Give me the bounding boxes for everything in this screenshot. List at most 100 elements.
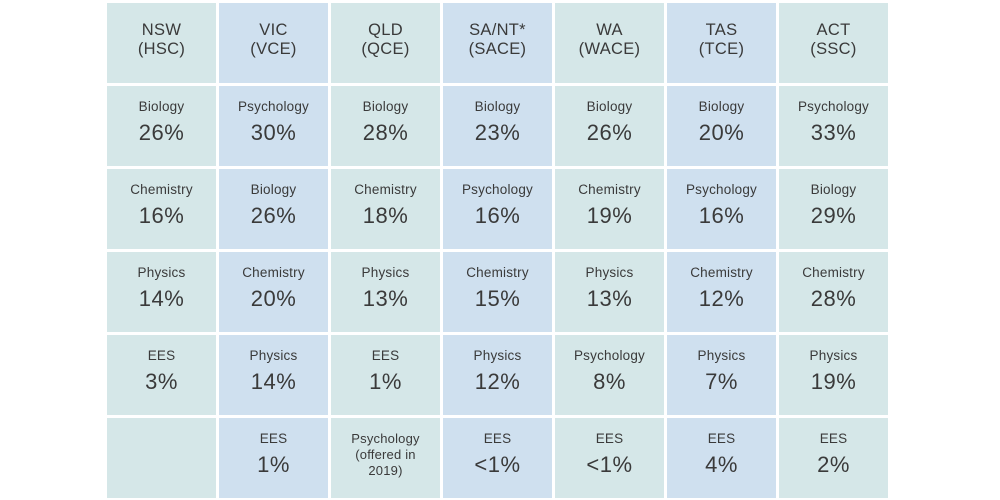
subject-label: EES [595,431,624,446]
table-cell: Biology 28% [331,86,440,166]
state-name: VIC [259,21,288,39]
subject-label: Chemistry [242,265,305,280]
state-name: QLD [368,21,403,39]
percentage-value: 20% [698,120,745,145]
percentage-value: 3% [145,369,178,394]
percentage-value: 1% [369,369,402,394]
subject-label: Psychology [461,182,534,197]
state-name: WA [596,21,623,39]
table-cell: Psychology 8% [555,335,664,415]
table-cell: Chemistry 12% [667,252,776,332]
state-name: ACT [816,21,851,39]
subject-label: Physics [361,265,410,280]
table-cell: Chemistry 28% [779,252,888,332]
table-cell: Biology 29% [779,169,888,249]
percentage-value: 19% [586,203,633,228]
subject-label: Biology [138,99,185,114]
table-cell: EES <1% [443,418,552,498]
enrolment-table: NSW (HSC) VIC (VCE) QLD (QCE) SA/NT* (SACE) WA (W… [107,3,888,499]
percentage-value: <1% [586,452,633,477]
table-cell: Physics 12% [443,335,552,415]
state-name: SA/NT* [469,21,526,39]
percentage-value: 1% [257,452,290,477]
subject-label: Chemistry [802,265,865,280]
table-cell: Biology 26% [219,169,328,249]
percentage-value: 19% [810,369,857,394]
percentage-value: 28% [362,120,409,145]
table-cell: EES 4% [667,418,776,498]
subject-label: Chemistry [130,182,193,197]
percentage-value: 13% [362,286,409,311]
subject-label: Physics [473,348,522,363]
table-cell: EES 2% [779,418,888,498]
table-cell: Physics 14% [107,252,216,332]
table-cell: Chemistry 18% [331,169,440,249]
percentage-value: 20% [250,286,297,311]
certificate-name: (SSC) [810,40,857,58]
table-cell: Physics 13% [331,252,440,332]
subject-label: Psychology (offered in 2019) [351,431,420,478]
column-header-1: VIC (VCE) [219,3,328,83]
percentage-value: 16% [698,203,745,228]
subject-label: Chemistry [466,265,529,280]
subject-label: Psychology [237,99,310,114]
percentage-value: 7% [705,369,738,394]
table-cell: Chemistry 19% [555,169,664,249]
percentage-value: 12% [474,369,521,394]
subject-label: EES [819,431,848,446]
percentage-value: 16% [138,203,185,228]
column-header-6: ACT (SSC) [779,3,888,83]
percentage-value: 23% [474,120,521,145]
subject-label: Psychology [797,99,870,114]
percentage-value: 14% [250,369,297,394]
subject-label: Chemistry [578,182,641,197]
subject-label: EES [147,348,176,363]
subject-label: Physics [137,265,186,280]
table-cell: Physics 19% [779,335,888,415]
percentage-value: 30% [250,120,297,145]
subject-label: Biology [474,99,521,114]
certificate-name: (SACE) [468,40,527,58]
percentage-value: 26% [138,120,185,145]
subject-label: EES [483,431,512,446]
table-cell: Chemistry 16% [107,169,216,249]
subject-label: Biology [362,99,409,114]
table-cell: Psychology (offered in 2019) [331,418,440,498]
table-cell [107,418,216,498]
column-header-5: TAS (TCE) [667,3,776,83]
percentage-value: 29% [810,203,857,228]
table-cell: EES <1% [555,418,664,498]
percentage-value: 33% [810,120,857,145]
subject-label: Psychology [685,182,758,197]
subject-label: Physics [585,265,634,280]
percentage-value: 15% [474,286,521,311]
table-cell: Psychology 16% [443,169,552,249]
subject-label: Physics [249,348,298,363]
table-cell: Biology 26% [107,86,216,166]
certificate-name: (WACE) [578,40,641,58]
table-cell: Physics 7% [667,335,776,415]
certificate-name: (TCE) [698,40,745,58]
certificate-name: (QCE) [361,40,410,58]
subject-label: EES [259,431,288,446]
state-name: TAS [705,21,738,39]
table-cell: Biology 23% [443,86,552,166]
table-cell: Psychology 33% [779,86,888,166]
percentage-value: 2% [817,452,850,477]
subject-label: Psychology [573,348,646,363]
subject-label: Chemistry [354,182,417,197]
table-cell: EES 3% [107,335,216,415]
table-cell: Psychology 16% [667,169,776,249]
table-cell: EES 1% [219,418,328,498]
subject-label: EES [371,348,400,363]
table-cell: Psychology 30% [219,86,328,166]
percentage-value: 13% [586,286,633,311]
column-header-2: QLD (QCE) [331,3,440,83]
percentage-value: 16% [474,203,521,228]
subject-label: Physics [697,348,746,363]
table-cell: Physics 14% [219,335,328,415]
subject-label: Biology [810,182,857,197]
percentage-value: 4% [705,452,738,477]
column-header-3: SA/NT* (SACE) [443,3,552,83]
percentage-value: 12% [698,286,745,311]
